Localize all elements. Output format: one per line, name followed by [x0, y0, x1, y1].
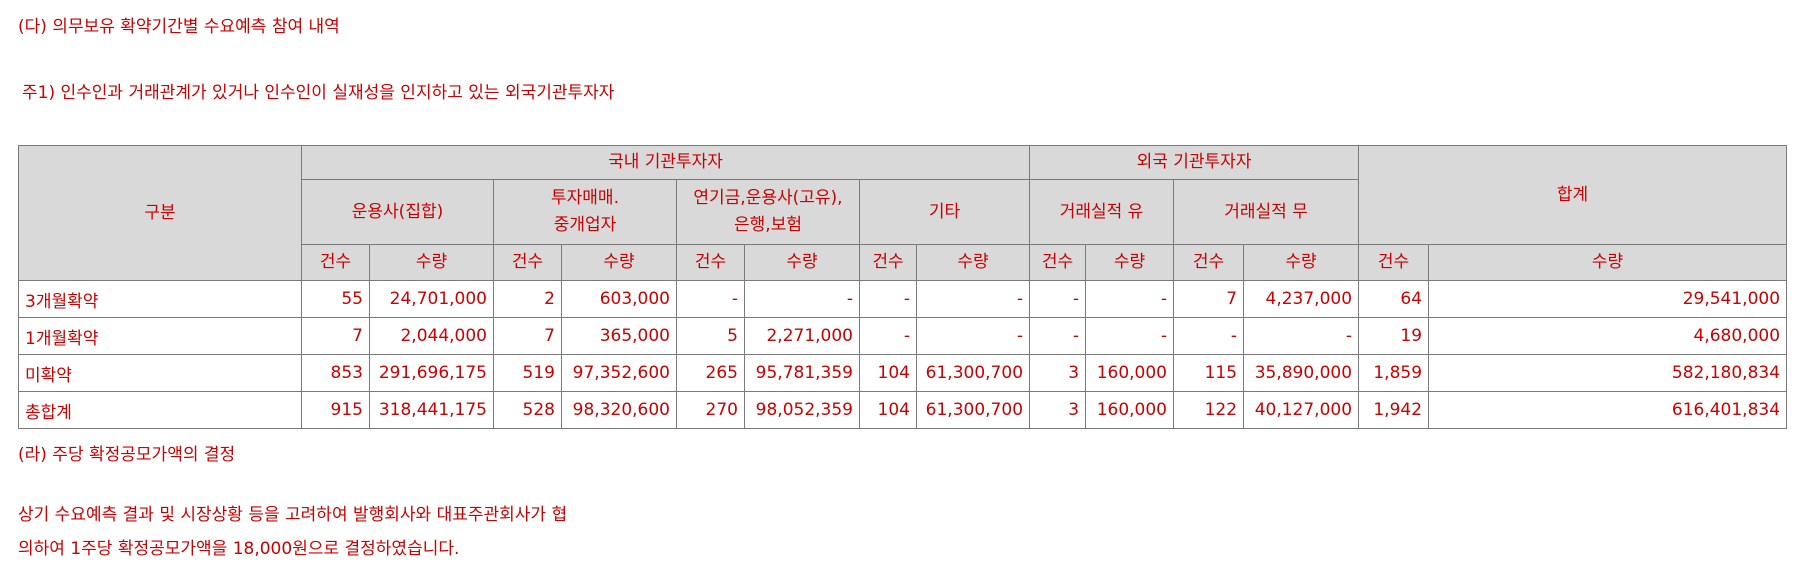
table-cell: 115	[1173, 354, 1245, 392]
header-other: 기타	[858, 179, 1031, 245]
row-label: 3개월확약	[18, 280, 302, 318]
table-cell: 61,300,700	[915, 354, 1031, 392]
header-count: 건수	[1029, 244, 1087, 281]
table-cell: 61,300,700	[915, 391, 1031, 429]
row-label: 총합계	[18, 391, 302, 429]
table-cell: 5	[676, 317, 745, 355]
table-row: 1개월확약 7 2,044,000 7 365,000 5 2,271,000 …	[18, 317, 1788, 355]
table-cell: 7	[1173, 280, 1245, 318]
header-total: 합계	[1358, 145, 1788, 245]
header-pension-banks: 연기금,운용사(고유), 은행,보험	[676, 179, 860, 245]
table-row: 3개월확약 55 24,701,000 2 603,000 - - - - - …	[18, 280, 1788, 318]
lockup-demand-table: 구분 국내 기관투자자 외국 기관투자자 합계 운용사(집합) 투자매매. 중개업…	[18, 145, 1788, 429]
table-cell: -	[744, 280, 860, 318]
table-row: 미확약 853 291,696,175 519 97,352,600 265 9…	[18, 354, 1788, 392]
table-cell: 616,401,834	[1428, 391, 1788, 429]
header-quantity: 수량	[561, 244, 677, 281]
section-heading-da: (다) 의무보유 확약기간별 수요예측 참여 내역	[18, 17, 340, 37]
table-cell: 1,942	[1358, 391, 1430, 429]
section-heading-ra: (라) 주당 확정공모가액의 결정	[18, 445, 236, 465]
table-cell: -	[859, 280, 917, 318]
header-count: 건수	[1358, 244, 1430, 281]
table-cell: -	[859, 317, 917, 355]
table-cell: -	[915, 280, 1031, 318]
table-cell: -	[676, 280, 745, 318]
table-cell: 3	[1029, 354, 1087, 392]
table-cell: 64	[1358, 280, 1430, 318]
row-label: 1개월확약	[18, 317, 302, 355]
table-cell: 7	[493, 317, 562, 355]
table-cell: 3	[1029, 391, 1087, 429]
table-cell: 4,680,000	[1428, 317, 1788, 355]
header-quantity: 수량	[744, 244, 860, 281]
table-cell: 853	[301, 354, 370, 392]
table-cell: -	[1085, 317, 1175, 355]
table-cell: 19	[1358, 317, 1430, 355]
table-cell: -	[1029, 317, 1087, 355]
table-cell: 519	[493, 354, 562, 392]
table-cell: 98,052,359	[744, 391, 860, 429]
header-quantity: 수량	[1243, 244, 1360, 281]
table-cell: 122	[1173, 391, 1245, 429]
header-count: 건수	[1173, 244, 1245, 281]
table-cell: -	[915, 317, 1031, 355]
table-cell: 160,000	[1085, 354, 1175, 392]
header-quantity: 수량	[915, 244, 1031, 281]
table-cell: 98,320,600	[561, 391, 677, 429]
table-cell: 528	[493, 391, 562, 429]
table-cell: 2	[493, 280, 562, 318]
table-cell: 55	[301, 280, 370, 318]
header-foreign-institutions: 외국 기관투자자	[1029, 145, 1360, 180]
table-cell: -	[1173, 317, 1245, 355]
table-cell: -	[1029, 280, 1087, 318]
table-cell: -	[1243, 317, 1360, 355]
table-cell: 915	[301, 391, 370, 429]
table-cell: 1,859	[1358, 354, 1430, 392]
header-category: 구분	[18, 145, 302, 281]
table-cell: 24,701,000	[369, 280, 494, 318]
table-cell: 29,541,000	[1428, 280, 1788, 318]
table-cell: -	[1085, 280, 1175, 318]
table-cell: 7	[301, 317, 370, 355]
table-cell: 104	[859, 354, 917, 392]
table-cell: 97,352,600	[561, 354, 677, 392]
table-cell: 40,127,000	[1243, 391, 1360, 429]
table-cell: 365,000	[561, 317, 677, 355]
table-cell: 35,890,000	[1243, 354, 1360, 392]
table-cell: 265	[676, 354, 745, 392]
header-track-record-yes: 거래실적 유	[1029, 179, 1175, 245]
table-cell: 95,781,359	[744, 354, 860, 392]
table-cell: 603,000	[561, 280, 677, 318]
table-cell: 2,044,000	[369, 317, 494, 355]
paragraph-line-1: 상기 수요예측 결과 및 시장상황 등을 고려하여 발행회사와 대표주관회사가 …	[18, 505, 568, 525]
header-domestic-institutions: 국내 기관투자자	[300, 145, 1031, 180]
header-investment-brokers: 투자매매. 중개업자	[493, 179, 677, 245]
footnote: 주1) 인수인과 거래관계가 있거나 인수인이 실재성을 인지하고 있는 외국기…	[22, 83, 615, 103]
header-count: 건수	[493, 244, 562, 281]
header-count: 건수	[859, 244, 917, 281]
header-asset-managers: 운용사(집합)	[301, 179, 494, 245]
header-quantity: 수량	[1428, 244, 1788, 281]
table-cell: 4,237,000	[1243, 280, 1360, 318]
header-count: 건수	[301, 244, 370, 281]
row-label: 미확약	[18, 354, 302, 392]
table-cell: 2,271,000	[744, 317, 860, 355]
table-cell: 318,441,175	[369, 391, 494, 429]
header-track-record-no: 거래실적 무	[1173, 179, 1360, 245]
table-cell: 291,696,175	[369, 354, 494, 392]
table-cell: 160,000	[1085, 391, 1175, 429]
table-row: 총합계 915 318,441,175 528 98,320,600 270 9…	[18, 391, 1788, 429]
paragraph-line-2: 의하여 1주당 확정공모가액을 18,000원으로 결정하였습니다.	[18, 539, 460, 559]
header-quantity: 수량	[1085, 244, 1175, 281]
header-count: 건수	[676, 244, 745, 281]
header-quantity: 수량	[369, 244, 494, 281]
table-cell: 582,180,834	[1428, 354, 1788, 392]
table-cell: 270	[676, 391, 745, 429]
table-cell: 104	[859, 391, 917, 429]
